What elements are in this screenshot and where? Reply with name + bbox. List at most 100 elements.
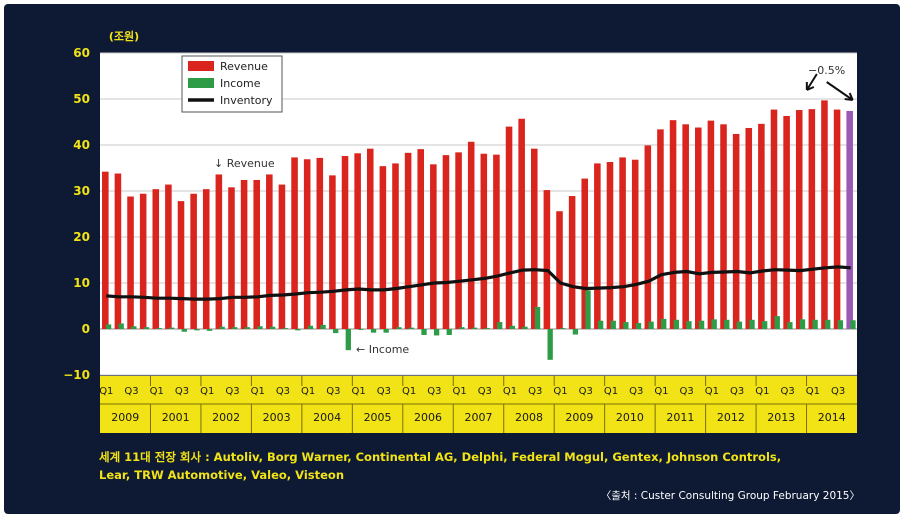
income-bar [812, 319, 818, 329]
income-bar [724, 319, 730, 329]
income-bar [307, 325, 314, 329]
revenue-bar [594, 163, 601, 329]
revenue-bar [379, 166, 387, 329]
x-tick-label: Q3 [579, 386, 593, 397]
inventory-line [106, 265, 851, 301]
income-bar [143, 327, 150, 329]
x-tick-label: Q1 [251, 386, 265, 397]
x-tick-label: Q1 [452, 386, 466, 397]
income-bar [232, 327, 238, 329]
x-tick-label: Q3 [528, 386, 542, 397]
y-tick-label: 30 [73, 184, 90, 198]
x-tick-label: Q1 [99, 386, 113, 397]
y-tick-label: −10 [63, 368, 90, 382]
income-bar [446, 329, 452, 335]
x-tick-label: Q3 [730, 386, 744, 397]
x-tick-label: Q3 [629, 386, 643, 397]
income-bar [383, 329, 389, 333]
revenue-bar [404, 152, 412, 329]
revenue-bar [707, 120, 715, 330]
income-bar [408, 327, 415, 329]
income-bar [799, 319, 806, 329]
revenue-bar [467, 141, 475, 329]
y-tick-label: 20 [73, 230, 90, 244]
income-bar [169, 327, 175, 329]
revenue-bar [657, 129, 664, 329]
chart-panel: (조원) Q1 Q3 Q1 Q3 Q1 Q3 Q1 Q3 Q1 Q3 Q1 Q3 Q1 Q3 Q1 Q3 Q1 Q… [4, 4, 900, 514]
income-bar [333, 329, 339, 334]
income-bar [219, 326, 225, 329]
revenue-bar [442, 155, 450, 329]
revenue-bar [240, 179, 248, 329]
income-bar [825, 319, 831, 329]
arrow-left-head [805, 82, 815, 91]
revenue-bar [619, 157, 626, 329]
income-bar [358, 329, 364, 330]
x-tick-label: Q3 [124, 386, 138, 397]
revenue-bar [745, 127, 753, 329]
revenue-bar [266, 174, 273, 329]
y-axis-title: (조원) [109, 29, 139, 43]
y-tick-label: 0 [82, 322, 90, 336]
year-label: 2010 [616, 411, 644, 424]
income-bar [522, 326, 528, 329]
revenue-bar [543, 190, 551, 329]
income-bar [206, 329, 213, 331]
year-label: 2003 [263, 411, 291, 424]
revenue-bar [291, 157, 298, 329]
income-bar [736, 321, 743, 329]
income-bar [181, 329, 187, 332]
revenue-bar [215, 174, 223, 329]
x-tick-label: Q1 [755, 386, 769, 397]
revenue-bar [833, 109, 841, 329]
legend-label: Revenue [220, 60, 268, 73]
x-tick-label: Q3 [276, 386, 290, 397]
income-bar [610, 320, 616, 329]
revenue-bar [278, 184, 286, 329]
annotation-income: ← Income [356, 343, 409, 356]
revenue-bar [341, 156, 349, 329]
y-tick-label: 60 [73, 46, 90, 60]
year-label: 2011 [666, 411, 694, 424]
revenue-bar [253, 179, 260, 329]
income-bar [661, 318, 667, 329]
revenue-bar [493, 154, 500, 329]
income-bar [269, 326, 276, 329]
income-bar [194, 329, 200, 331]
revenue-bar [846, 110, 853, 330]
plot-area [100, 52, 857, 376]
revenue-bar [795, 110, 803, 329]
x-tick-label: Q3 [831, 386, 845, 397]
year-label: 2004 [313, 411, 341, 424]
x-tick-label: Q3 [225, 386, 239, 397]
y-tick-label: 10 [73, 276, 90, 290]
income-bar [534, 306, 541, 329]
income-bar [623, 322, 629, 329]
x-tick-label: Q1 [553, 386, 567, 397]
income-bar [244, 327, 251, 329]
income-bar [787, 322, 793, 329]
revenue-bar [303, 159, 311, 329]
x-tick-label: Q3 [427, 386, 441, 397]
legend-label: Income [220, 77, 261, 90]
income-bar [471, 327, 478, 329]
revenue-bar [329, 175, 336, 329]
x-tick-label: Q3 [478, 386, 492, 397]
year-label: 2002 [212, 411, 240, 424]
revenue-bar [366, 148, 374, 329]
x-tick-label: Q1 [654, 386, 668, 397]
year-label: 2007 [465, 411, 493, 424]
income-bar [105, 324, 112, 329]
revenue-bar [720, 124, 727, 329]
income-bar [585, 290, 591, 329]
income-bar [156, 328, 162, 329]
revenue-bar [417, 149, 425, 329]
revenue-bar [152, 189, 160, 329]
annotation-revenue: ↓ Revenue [214, 157, 275, 170]
y-tick-label: 50 [73, 92, 90, 106]
income-bar [131, 326, 137, 329]
revenue-bar [568, 196, 576, 329]
arrow-right [826, 81, 854, 101]
revenue-bar [530, 148, 538, 329]
income-bar [837, 320, 844, 329]
